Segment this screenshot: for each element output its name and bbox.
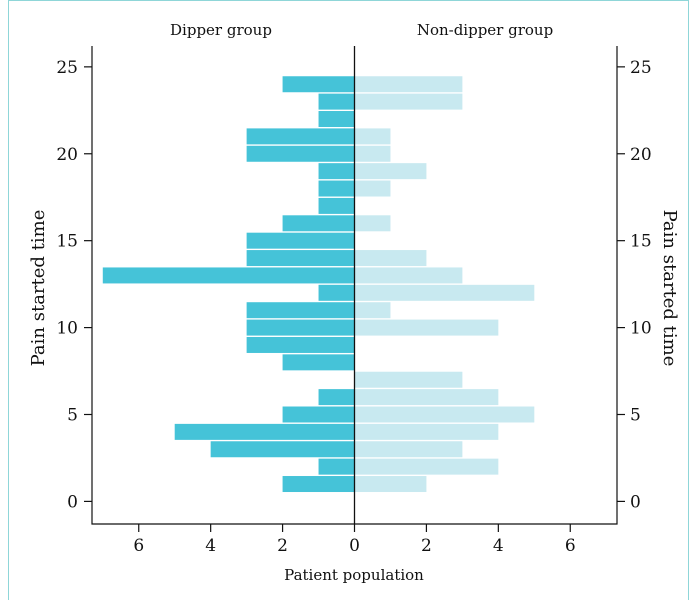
- x-tick-label-3: 0: [349, 536, 360, 556]
- bar-dipper-17: [318, 197, 355, 214]
- bar-dipper-22: [318, 111, 355, 127]
- y-tick-label-left-25: 25: [56, 58, 78, 78]
- bar-dipper-8: [282, 354, 355, 371]
- y-tick-label-left-20: 20: [56, 145, 78, 165]
- bar-dipper-16: [282, 215, 355, 232]
- bar-dipper-3: [210, 441, 355, 458]
- x-tick-label-6: 6: [565, 536, 576, 556]
- bar-dipper-21: [246, 128, 355, 145]
- bar-non-dipper-24: [354, 76, 463, 93]
- bar-non-dipper-23: [354, 93, 463, 110]
- bar-dipper-23: [318, 93, 355, 110]
- bar-non-dipper-18: [354, 180, 391, 197]
- bar-non-dipper-14: [354, 250, 427, 267]
- y-tick-label-left-0: 0: [67, 492, 78, 512]
- bar-dipper-12: [318, 284, 355, 301]
- y-tick-label-left-15: 15: [56, 232, 78, 252]
- y-tick-label-right-20: 20: [630, 145, 652, 165]
- bar-dipper-5: [282, 406, 355, 423]
- bar-dipper-24: [282, 76, 355, 93]
- bar-dipper-20: [246, 145, 355, 162]
- bar-dipper-19: [318, 163, 355, 180]
- bar-non-dipper-2: [354, 458, 499, 475]
- bar-non-dipper-6: [354, 389, 499, 406]
- x-tick-label-0: 6: [133, 536, 144, 556]
- bar-non-dipper-3: [354, 441, 463, 458]
- y-tick-label-right-0: 0: [630, 492, 641, 512]
- x-axis-label: Patient population: [284, 566, 424, 584]
- x-tick-label-4: 2: [421, 536, 432, 556]
- bar-non-dipper-20: [354, 145, 391, 162]
- bar-non-dipper-16: [354, 215, 391, 232]
- figure-frame: [8, 0, 689, 600]
- y-tick-label-left-10: 10: [56, 319, 78, 339]
- bar-dipper-4: [174, 423, 355, 440]
- bar-dipper-6: [318, 389, 355, 406]
- y-axis-label-left: Pain started time: [28, 210, 49, 367]
- bar-non-dipper-1: [354, 476, 427, 493]
- bar-non-dipper-12: [354, 284, 535, 301]
- bar-dipper-14: [246, 250, 355, 267]
- x-tick-label-1: 4: [205, 536, 216, 556]
- bar-dipper-10: [246, 319, 355, 336]
- bar-dipper-11: [246, 302, 355, 319]
- dipper-group-label: Dipper group: [170, 21, 272, 39]
- bar-dipper-9: [246, 336, 355, 353]
- bar-non-dipper-10: [354, 319, 499, 336]
- y-tick-label-right-25: 25: [630, 58, 652, 78]
- bar-dipper-13: [102, 267, 355, 284]
- x-tick-label-2: 2: [277, 536, 288, 556]
- bar-non-dipper-13: [354, 267, 463, 284]
- bar-non-dipper-5: [354, 406, 535, 423]
- y-tick-label-right-5: 5: [630, 405, 641, 425]
- bar-non-dipper-4: [354, 423, 499, 440]
- bar-non-dipper-21: [354, 128, 391, 145]
- bar-non-dipper-7: [354, 371, 463, 388]
- x-tick-label-5: 4: [493, 536, 504, 556]
- bar-dipper-15: [246, 232, 355, 249]
- bar-non-dipper-11: [354, 302, 391, 319]
- y-tick-label-right-10: 10: [630, 319, 652, 339]
- y-tick-label-right-15: 15: [630, 232, 652, 252]
- bar-dipper-18: [318, 180, 355, 197]
- y-axis-label-right: Pain started time: [659, 210, 680, 367]
- y-tick-label-left-5: 5: [67, 405, 78, 425]
- bar-dipper-1: [282, 476, 355, 493]
- non-dipper-group-label: Non-dipper group: [417, 21, 553, 39]
- bar-non-dipper-19: [354, 163, 427, 180]
- bar-dipper-2: [318, 458, 355, 475]
